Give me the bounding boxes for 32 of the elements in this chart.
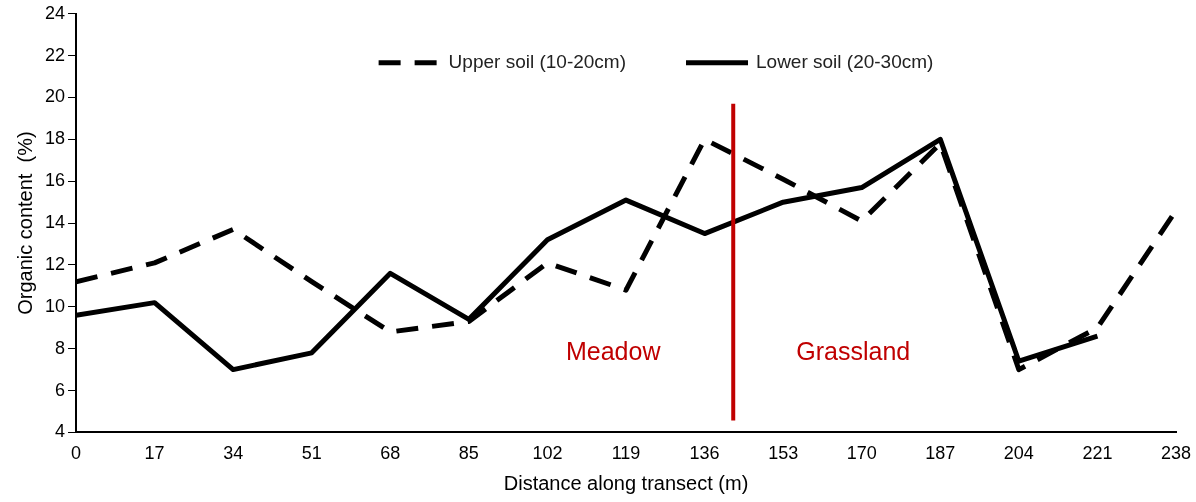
x-tick-label: 17 <box>144 443 165 464</box>
x-tick-label: 51 <box>301 443 322 464</box>
x-tick-label: 238 <box>1160 443 1192 464</box>
x-tick-label: 136 <box>689 443 720 464</box>
y-tick-label: 12 <box>44 253 66 274</box>
y-tick-label: 4 <box>55 421 66 442</box>
y-tick-label: 16 <box>44 170 66 191</box>
x-tick-label: 170 <box>846 443 877 464</box>
y-tick-label: 8 <box>55 337 66 358</box>
legend-label: Upper soil (10-20cm) <box>448 51 627 73</box>
y-tick-label: 24 <box>44 2 66 23</box>
x-tick-label: 119 <box>611 443 641 464</box>
y-tick-label: 14 <box>44 212 66 233</box>
legend-label: Lower soil (20-30cm) <box>756 51 934 73</box>
y-tick-label: 6 <box>55 379 66 400</box>
annotation: Grassland <box>796 336 911 365</box>
y-axis-title: Organic content (%) <box>13 131 36 315</box>
x-tick-label: 0 <box>71 443 82 464</box>
y-tick-label: 10 <box>44 295 66 316</box>
y-tick-label: 20 <box>44 86 66 107</box>
x-tick-label: 221 <box>1082 443 1113 464</box>
y-tick-label: 18 <box>44 128 66 149</box>
x-tick-label: 85 <box>458 443 479 464</box>
annotation: Meadow <box>565 336 662 365</box>
x-tick-label: 68 <box>380 443 401 464</box>
y-tick-label: 22 <box>44 44 66 65</box>
x-tick-label: 204 <box>1003 443 1034 464</box>
x-tick-label: 34 <box>223 443 244 464</box>
x-tick-label: 153 <box>768 443 799 464</box>
x-tick-label: 187 <box>925 443 956 464</box>
x-tick-label: 102 <box>532 443 563 464</box>
x-axis-title: Distance along transect (m) <box>503 471 749 494</box>
